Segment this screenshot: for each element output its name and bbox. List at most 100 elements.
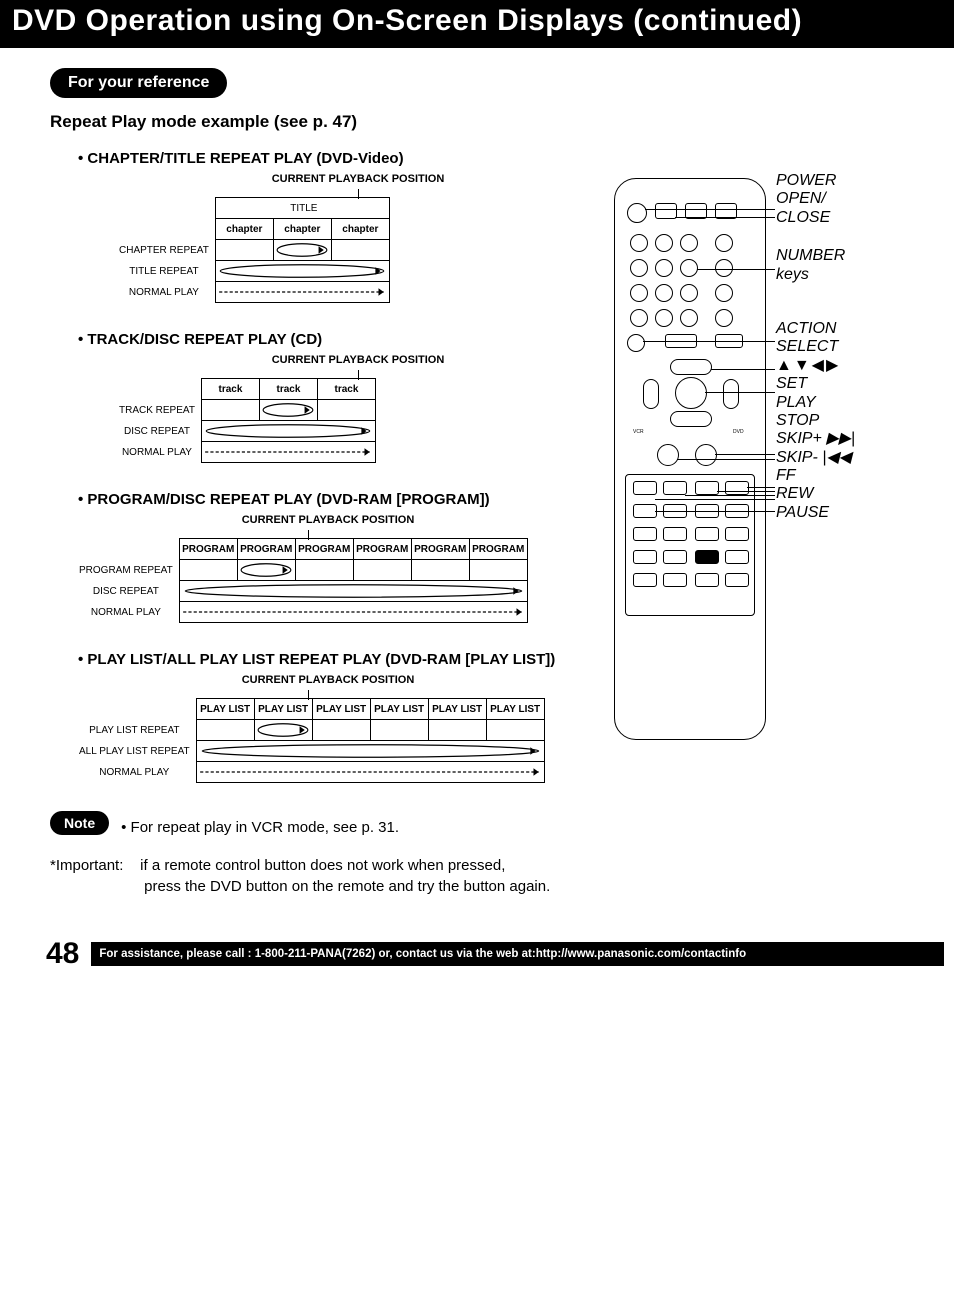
important-line1: if a remote control button does not work… — [140, 857, 505, 874]
remote-label-pause: PAUSE — [776, 504, 855, 522]
remote-label-close: CLOSE — [776, 209, 855, 227]
reset-button — [725, 573, 749, 587]
row-label: TITLE REPEAT — [118, 261, 215, 282]
remote-label-ff: FF — [776, 467, 855, 485]
title-button — [633, 527, 657, 541]
col-head: chapter — [273, 219, 331, 240]
num-7 — [630, 284, 648, 302]
spacer — [776, 302, 855, 320]
col-head: track — [259, 379, 317, 400]
num-9 — [680, 284, 698, 302]
col-head: track — [317, 379, 375, 400]
diagram-table: PLAY LIST PLAY LIST PLAY LIST PLAY LIST … — [78, 698, 545, 783]
row-label: NORMAL PLAY — [118, 442, 201, 463]
remote-label-stop: STOP — [776, 412, 855, 430]
vol-up — [715, 284, 733, 302]
num-6 — [680, 259, 698, 277]
remote-label-keys: keys — [776, 266, 855, 284]
note-row: Note • For repeat play in VCR mode, see … — [50, 811, 934, 843]
num-100 — [630, 309, 648, 327]
num-2 — [655, 234, 673, 252]
col-head: PROGRAM — [237, 539, 295, 560]
num-4 — [630, 259, 648, 277]
remote-label-action: ACTION — [776, 320, 855, 338]
footer-bar: For assistance, please call : 1-800-211-… — [91, 942, 944, 966]
set-button — [675, 377, 707, 409]
spacer — [776, 284, 855, 302]
pause-button — [633, 504, 657, 518]
skip-minus-button — [695, 481, 719, 495]
rew-button — [633, 481, 657, 495]
num-8 — [655, 284, 673, 302]
page-footer: 48 For assistance, please call : 1-800-2… — [0, 937, 954, 971]
col-head: PROGRAM — [469, 539, 527, 560]
add-dlt — [680, 309, 698, 327]
cmzero-button — [725, 550, 749, 564]
col-head: PLAY LIST — [486, 699, 544, 720]
page-number: 48 — [46, 937, 79, 971]
dir-up — [670, 359, 712, 375]
example-title: PROGRAM/DISC REPEAT PLAY (DVD-RAM [PROGR… — [78, 491, 638, 508]
play-button — [695, 444, 717, 466]
stop-button — [657, 444, 679, 466]
example-title: CHAPTER/TITLE REPEAT PLAY (DVD-Video) — [78, 150, 638, 167]
example-title: TRACK/DISC REPEAT PLAY (CD) — [78, 331, 638, 348]
ch-dn — [715, 259, 733, 277]
diagram-table: PROGRAM PROGRAM PROGRAM PROGRAM PROGRAM … — [78, 538, 528, 623]
row-label: ALL PLAY LIST REPEAT — [78, 741, 196, 762]
remote-label-column: POWER OPEN/ CLOSE NUMBER keys ACTION SEL… — [776, 178, 855, 522]
ch-up — [715, 234, 733, 252]
col-head: chapter — [215, 219, 273, 240]
diagram-table: track track track TRACK REPEAT DISC REPE… — [118, 378, 376, 463]
row-label: DISC REPEAT — [118, 421, 201, 442]
example-track-disc: TRACK/DISC REPEAT PLAY (CD) CURRENT PLAY… — [78, 331, 638, 463]
num-5 — [655, 259, 673, 277]
dir-down — [670, 411, 712, 427]
power-button — [627, 203, 647, 223]
spacer — [776, 227, 855, 247]
remote-label-power: POWER — [776, 172, 855, 190]
open-close-button — [655, 203, 677, 219]
remote-label-rew: REW — [776, 485, 855, 503]
col-head: PLAY LIST — [428, 699, 486, 720]
num-3 — [680, 234, 698, 252]
diagram-table: TITLE chapter chapter chapter CHAPTER RE… — [118, 197, 390, 303]
num-0 — [655, 309, 673, 327]
page-header: DVD Operation using On-Screen Displays (… — [0, 0, 954, 48]
example-program-disc: PROGRAM/DISC REPEAT PLAY (DVD-RAM [PROGR… — [78, 491, 638, 623]
remote-label-select: SELECT — [776, 338, 855, 356]
remote-label-number: NUMBER — [776, 247, 855, 265]
example-title: PLAY LIST/ALL PLAY LIST REPEAT PLAY (DVD… — [78, 651, 638, 668]
row-label: NORMAL PLAY — [78, 602, 179, 623]
remote-label-skip-plus: SKIP+ ▶▶| — [776, 430, 855, 448]
col-head: PROGRAM — [295, 539, 353, 560]
row-label: PLAY LIST REPEAT — [78, 720, 196, 741]
prog-button — [695, 573, 719, 587]
ff-button — [663, 481, 687, 495]
cpp-label: CURRENT PLAYBACK POSITION — [272, 354, 445, 366]
cpp-label: CURRENT PLAYBACK POSITION — [272, 173, 445, 185]
col-head: chapter — [331, 219, 389, 240]
dir-left — [643, 379, 659, 409]
audio-button — [725, 527, 749, 541]
num-1 — [630, 234, 648, 252]
skip-plus-button — [725, 481, 749, 495]
important-note: *Important: if a remote control button d… — [50, 855, 934, 897]
reference-pill: For your reference — [50, 68, 227, 98]
row-label: CHAPTER REPEAT — [118, 240, 215, 261]
section-subtitle: Repeat Play mode example (see p. 47) — [50, 112, 934, 132]
display-button — [633, 550, 657, 564]
speed-button — [663, 573, 687, 587]
remote-diagram: VCR DVD — [614, 178, 944, 740]
col-head: PROGRAM — [179, 539, 237, 560]
remote-label-set: SET — [776, 375, 855, 393]
col-head: track — [201, 379, 259, 400]
repeat-button — [695, 527, 719, 541]
subtitle-button — [663, 527, 687, 541]
row-label: NORMAL PLAY — [118, 282, 215, 303]
col-head: PROGRAM — [353, 539, 411, 560]
col-head: PLAY LIST — [196, 699, 254, 720]
rec-button — [633, 573, 657, 587]
remote-label-play: PLAY — [776, 394, 855, 412]
remote-label-open: OPEN/ — [776, 190, 855, 208]
